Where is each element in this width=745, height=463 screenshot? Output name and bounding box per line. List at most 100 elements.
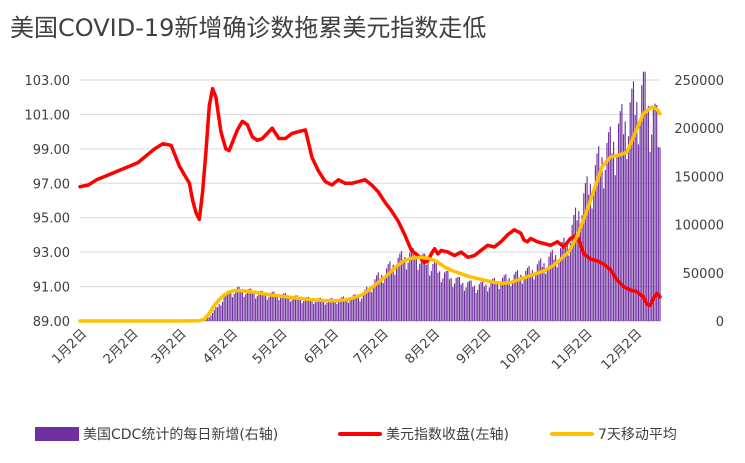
cases-bars: [180, 71, 661, 322]
case-bar: [452, 287, 454, 321]
x-axis-ticks: 1月2日 2月2日 3月2日 4月2日 5月2日 6月2日 7月2日 8月2日 9月2日 10月2…: [49, 327, 645, 374]
case-bar: [351, 296, 353, 321]
case-bar: [316, 299, 318, 321]
case-bar: [505, 274, 507, 321]
case-bar: [538, 260, 540, 321]
case-bar: [334, 299, 336, 321]
case-bar: [306, 297, 308, 321]
case-bar: [526, 267, 529, 321]
case-bar: [367, 290, 369, 321]
case-bar: [548, 256, 550, 321]
case-bar: [637, 144, 640, 321]
case-bar: [241, 290, 243, 321]
case-bar: [578, 211, 580, 321]
legend-swatch-ma7: [550, 432, 594, 436]
right-axis-tick-label: 150000: [674, 170, 724, 185]
case-bar: [266, 299, 268, 321]
case-bar: [215, 307, 217, 321]
case-bar: [419, 263, 421, 321]
x-axis-tick-label: 3月2日: [149, 327, 190, 368]
case-bar: [425, 264, 427, 321]
case-bar: [394, 274, 396, 321]
case-bar: [381, 274, 383, 321]
case-bar: [339, 298, 341, 321]
case-bar: [424, 253, 426, 321]
case-bar: [392, 264, 394, 321]
case-bar: [644, 71, 646, 321]
case-bar: [477, 289, 479, 321]
case-bar: [616, 154, 618, 321]
case-bar: [473, 285, 475, 321]
case-bar: [385, 268, 388, 321]
case-bar: [555, 255, 557, 321]
case-bar: [629, 102, 631, 321]
case-bar: [487, 291, 489, 321]
case-bar: [614, 175, 616, 321]
case-bar: [521, 283, 524, 321]
case-bar: [442, 278, 444, 321]
case-bar: [347, 302, 350, 321]
case-bar: [221, 301, 224, 321]
case-bar: [488, 287, 490, 321]
case-bar: [308, 296, 310, 321]
case-bar: [409, 252, 411, 321]
legend-label-dxy: 美元指数收盘(左轴): [386, 427, 509, 443]
right-axis-tick-label: 0: [716, 315, 724, 330]
x-axis-tick-label: 10月2日: [498, 327, 545, 374]
right-axis-tick-label: 50000: [683, 267, 724, 282]
case-bar: [288, 296, 290, 321]
case-bar: [420, 255, 422, 321]
case-bar: [231, 297, 234, 321]
case-bar: [626, 159, 628, 321]
case-bar: [641, 85, 643, 321]
case-bar: [410, 248, 413, 321]
left-axis-tick-label: 93.00: [33, 246, 70, 261]
legend-item-ma7: 7天移动平均: [550, 423, 677, 445]
case-bar: [323, 300, 325, 321]
case-bar: [646, 113, 648, 321]
case-bar: [553, 259, 555, 321]
case-bar: [311, 299, 313, 321]
case-bar: [448, 279, 451, 321]
x-axis-tick-label: 9月2日: [454, 327, 495, 368]
ma7-line: [78, 105, 662, 323]
case-bar: [447, 270, 449, 321]
case-bar: [294, 295, 297, 321]
case-bar: [265, 294, 267, 321]
x-axis-tick-label: 11月2日: [549, 327, 596, 374]
case-bar: [226, 290, 229, 321]
chart-title: 美国COVID-19新增确诊数拖累美元指数走低: [10, 14, 487, 42]
case-bar: [659, 147, 661, 321]
case-bar: [211, 312, 214, 321]
case-bar: [400, 251, 403, 321]
case-bar: [443, 272, 446, 321]
case-bar: [574, 207, 577, 321]
case-bar: [490, 281, 492, 321]
case-bar: [450, 277, 452, 321]
case-bar: [321, 301, 323, 321]
case-bar: [536, 264, 538, 321]
case-bar: [293, 296, 295, 321]
case-bar: [483, 286, 485, 321]
case-bar: [462, 282, 464, 321]
case-bar: [404, 256, 406, 321]
case-bar: [617, 123, 620, 321]
case-bar: [478, 284, 480, 321]
right-axis-tick-label: 100000: [674, 219, 724, 234]
case-bar: [273, 291, 275, 321]
case-bar: [573, 214, 575, 321]
case-bar: [220, 305, 222, 321]
case-bar: [225, 293, 227, 321]
case-bar: [216, 307, 219, 321]
case-bar: [384, 277, 386, 321]
case-bar: [382, 283, 384, 321]
case-bar: [233, 293, 235, 321]
gridlines: [80, 79, 660, 322]
case-bar: [256, 295, 258, 321]
case-bar: [342, 296, 345, 321]
case-bar: [485, 284, 487, 321]
case-bar: [581, 215, 583, 321]
case-bar: [566, 241, 568, 321]
case-bar: [546, 266, 548, 321]
